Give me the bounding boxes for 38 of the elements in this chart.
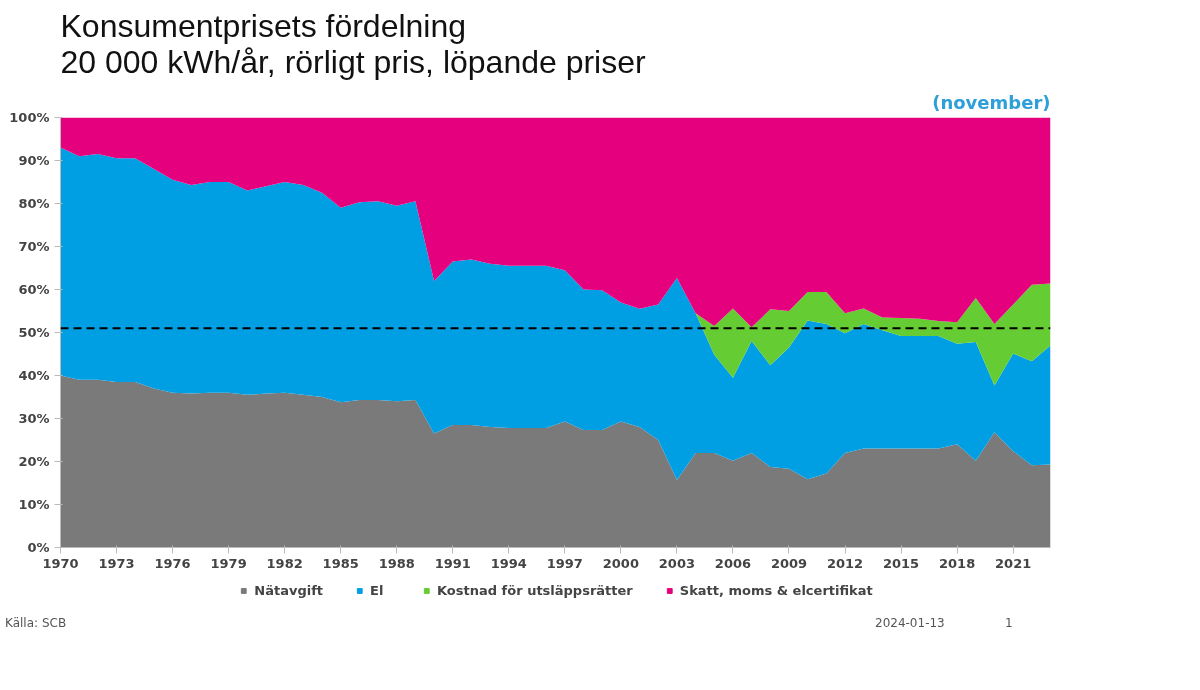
x-tick-label: 1976 — [154, 555, 191, 571]
y-tick-label: 50% — [18, 325, 50, 340]
x-tick-label: 2006 — [714, 555, 752, 571]
y-tick-label: 90% — [18, 153, 50, 168]
y-tick-label: 60% — [18, 282, 50, 297]
x-tick-label: 1997 — [546, 555, 583, 571]
legend-label: Skatt, moms & elcertifikat — [679, 582, 873, 598]
chart-title: Konsumentprisets fördelning 20 000 kWh/år, rörligt pris, löpande priser — [60, 7, 647, 80]
y-tick-label: 40% — [18, 368, 50, 383]
x-tick-label: 1982 — [266, 555, 303, 571]
y-tick-label: 10% — [18, 497, 50, 512]
x-tick-label: 1973 — [98, 555, 135, 571]
x-tick-label: 2021 — [995, 555, 1032, 571]
x-tick-label: 1988 — [378, 555, 415, 571]
legend-label: Kostnad för utsläppsrätter — [437, 582, 633, 598]
y-tick-label: 0% — [27, 540, 50, 555]
text: 2024-01-13 — [875, 615, 945, 632]
legend-label: El — [370, 582, 385, 598]
x-tick-label: 2018 — [939, 555, 976, 571]
x-tick-label: 2012 — [826, 555, 864, 571]
y-tick-label: 100% — [9, 110, 50, 125]
y-tick-label: 30% — [18, 411, 50, 426]
x-tick-label: 1994 — [490, 555, 527, 571]
x-tick-label: 2015 — [882, 555, 920, 571]
x-tick-label: 1991 — [434, 555, 471, 571]
text: 1 — [1005, 615, 1013, 632]
x-tick-label: 1985 — [322, 555, 359, 571]
y-tick-label: 70% — [18, 239, 50, 254]
x-tick-label: 2000 — [602, 555, 639, 571]
x-tick-label: 2009 — [770, 555, 808, 571]
x-tick-label: 1979 — [210, 555, 247, 571]
legend-label: Nätavgift — [254, 582, 324, 598]
x-tick-label: 1970 — [42, 555, 79, 571]
y-tick-label: 80% — [18, 196, 50, 211]
text: Källa: SCB — [5, 615, 67, 632]
chart-subtitle: (november) — [932, 91, 1051, 113]
y-tick-label: 20% — [18, 454, 50, 469]
x-tick-label: 2003 — [658, 555, 696, 571]
